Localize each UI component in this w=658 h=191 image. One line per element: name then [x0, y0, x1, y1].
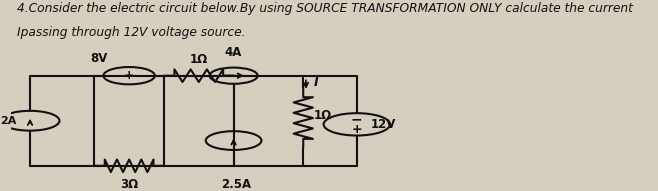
- Text: 2.5A: 2.5A: [221, 177, 251, 190]
- Text: −: −: [351, 113, 363, 127]
- Text: 8V: 8V: [90, 52, 108, 65]
- Text: 4A: 4A: [225, 46, 242, 59]
- Text: 2A: 2A: [0, 116, 16, 126]
- Text: 1Ω: 1Ω: [314, 109, 332, 122]
- Text: 1Ω: 1Ω: [190, 53, 208, 66]
- Text: +: +: [124, 69, 134, 82]
- Text: Ipassing through 12V voltage source.: Ipassing through 12V voltage source.: [16, 26, 245, 39]
- Text: I: I: [314, 76, 318, 89]
- Text: 3Ω: 3Ω: [120, 177, 138, 190]
- Text: 4.Consider the electric circuit below.By using SOURCE TRANSFORMATION ONLY calcul: 4.Consider the electric circuit below.By…: [16, 2, 632, 15]
- Text: 12V: 12V: [370, 118, 395, 131]
- Text: +: +: [351, 123, 362, 136]
